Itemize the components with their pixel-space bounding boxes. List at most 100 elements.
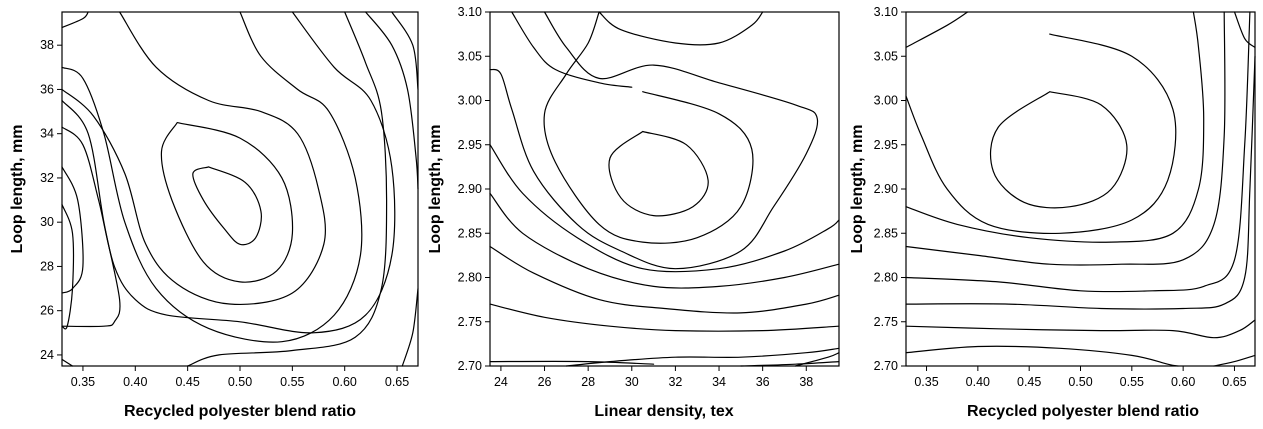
panel-loop-length-vs-blend-ratio-tex: 0.35 0.40 0.45 0.50 0.55 0.60 0.65 2.70 2.75 2.8… <box>849 5 1256 420</box>
contour-lines <box>61 11 419 367</box>
x-tick-label: 0.45 <box>175 375 199 389</box>
x-tick-label: 0.50 <box>1068 375 1092 389</box>
y-axis-title: Loop length, mm <box>427 125 444 254</box>
contour-line <box>989 91 1128 209</box>
x-tick-label: 0.55 <box>280 375 304 389</box>
contour-line <box>608 130 709 217</box>
contour-line <box>740 361 840 367</box>
x-tick-label: 28 <box>581 375 595 389</box>
contour-line <box>61 99 121 328</box>
y-axis-ticks: 2.70 2.75 2.80 2.85 2.90 2.95 3.00 3.05 3.10 <box>458 5 490 373</box>
x-axis-title: Linear density, tex <box>594 403 733 420</box>
x-tick-label: 24 <box>494 375 508 389</box>
contour-line <box>391 11 419 90</box>
contour-line <box>565 347 840 367</box>
x-axis-ticks: 0.35 0.40 0.45 0.50 0.55 0.60 0.65 <box>914 366 1247 389</box>
plot-frame <box>489 11 840 367</box>
y-tick-label: 3.00 <box>874 94 898 108</box>
plot-frame <box>61 11 419 367</box>
y-axis-title: Loop length, mm <box>849 125 866 254</box>
x-tick-label: 0.65 <box>1222 375 1246 389</box>
contour-line <box>160 122 294 283</box>
y-tick-label: 2.95 <box>458 138 482 152</box>
y-tick-label: 2.70 <box>458 359 482 373</box>
panel-loop-length-vs-linear-density: 24 26 28 30 32 34 36 38 2.70 2.75 2.80 2.85 2.90 2.9… <box>427 5 840 420</box>
x-tick-label: 0.60 <box>1171 375 1195 389</box>
contour-line <box>1213 354 1256 367</box>
contour-line <box>489 303 840 332</box>
contour-line <box>598 11 764 46</box>
x-tick-label: 26 <box>538 375 552 389</box>
y-tick-label: 2.90 <box>874 182 898 196</box>
x-tick-label: 32 <box>668 375 682 389</box>
contour-line <box>905 345 1179 367</box>
panel-loop-length-vs-blend-ratio: 0.35 0.40 0.45 0.50 0.55 0.60 0.65 24 26 28 30 32 3… <box>9 11 419 420</box>
y-tick-label: 3.10 <box>458 5 482 19</box>
y-tick-label: 30 <box>40 215 54 229</box>
contour-line <box>905 11 1205 243</box>
contour-line <box>489 192 840 289</box>
contour-line <box>192 166 262 246</box>
y-tick-label: 2.85 <box>874 226 898 240</box>
y-tick-label: 24 <box>40 348 54 362</box>
y-axis-title: Loop length, mm <box>9 125 26 254</box>
contour-lines <box>489 11 840 367</box>
y-tick-label: 38 <box>40 38 54 52</box>
x-tick-label: 0.40 <box>123 375 147 389</box>
y-tick-label: 32 <box>40 171 54 185</box>
contour-line <box>905 319 1256 339</box>
contour-line <box>365 11 419 190</box>
y-tick-label: 2.75 <box>458 315 482 329</box>
y-tick-label: 36 <box>40 82 54 96</box>
x-axis-title: Recycled polyester blend ratio <box>124 403 356 420</box>
y-tick-label: 2.80 <box>458 271 482 285</box>
x-tick-label: 0.35 <box>914 375 938 389</box>
y-tick-label: 2.90 <box>458 182 482 196</box>
y-tick-label: 2.85 <box>458 226 482 240</box>
contour-line <box>905 11 1226 266</box>
x-tick-label: 0.50 <box>228 375 252 389</box>
y-tick-label: 3.05 <box>874 49 898 63</box>
y-tick-label: 2.75 <box>874 315 898 329</box>
contour-line <box>489 11 819 270</box>
y-axis-ticks: 2.70 2.75 2.80 2.85 2.90 2.95 3.00 3.05 3.10 <box>874 5 906 373</box>
x-tick-label: 0.55 <box>1120 375 1144 389</box>
x-axis-title: Recycled polyester blend ratio <box>967 403 1199 420</box>
y-tick-label: 2.80 <box>874 271 898 285</box>
y-tick-label: 3.10 <box>874 5 898 19</box>
contour-line <box>794 352 840 367</box>
y-axis-ticks: 24 26 28 30 32 34 36 38 <box>40 38 62 362</box>
contour-line <box>511 11 633 88</box>
contour-line <box>61 11 327 305</box>
contour-lines <box>905 11 1256 367</box>
contour-line <box>905 55 1256 310</box>
contour-line <box>187 11 388 367</box>
contour-line <box>61 358 74 367</box>
contour-line <box>905 11 1251 293</box>
y-tick-label: 2.70 <box>874 359 898 373</box>
x-axis-ticks: 0.35 0.40 0.45 0.50 0.55 0.60 0.65 <box>71 366 409 389</box>
contour-line <box>61 203 75 330</box>
contour-line <box>401 288 419 367</box>
y-tick-label: 3.00 <box>458 94 482 108</box>
x-axis-ticks: 24 26 28 30 32 34 36 38 <box>494 366 813 389</box>
contour-line <box>543 11 754 244</box>
x-tick-label: 30 <box>625 375 639 389</box>
y-tick-label: 2.95 <box>874 138 898 152</box>
contour-line <box>489 360 655 365</box>
contour-line <box>1233 11 1256 48</box>
x-tick-label: 0.40 <box>966 375 990 389</box>
contour-line <box>489 144 840 273</box>
contour-line <box>61 166 84 294</box>
contour-line <box>489 245 840 314</box>
x-tick-label: 0.45 <box>1017 375 1041 389</box>
y-tick-label: 26 <box>40 304 54 318</box>
x-tick-label: 0.35 <box>71 375 95 389</box>
contour-line <box>61 11 396 334</box>
contour-line <box>61 11 89 29</box>
contour-line <box>61 11 363 343</box>
x-tick-label: 38 <box>799 375 813 389</box>
x-tick-label: 0.60 <box>333 375 357 389</box>
